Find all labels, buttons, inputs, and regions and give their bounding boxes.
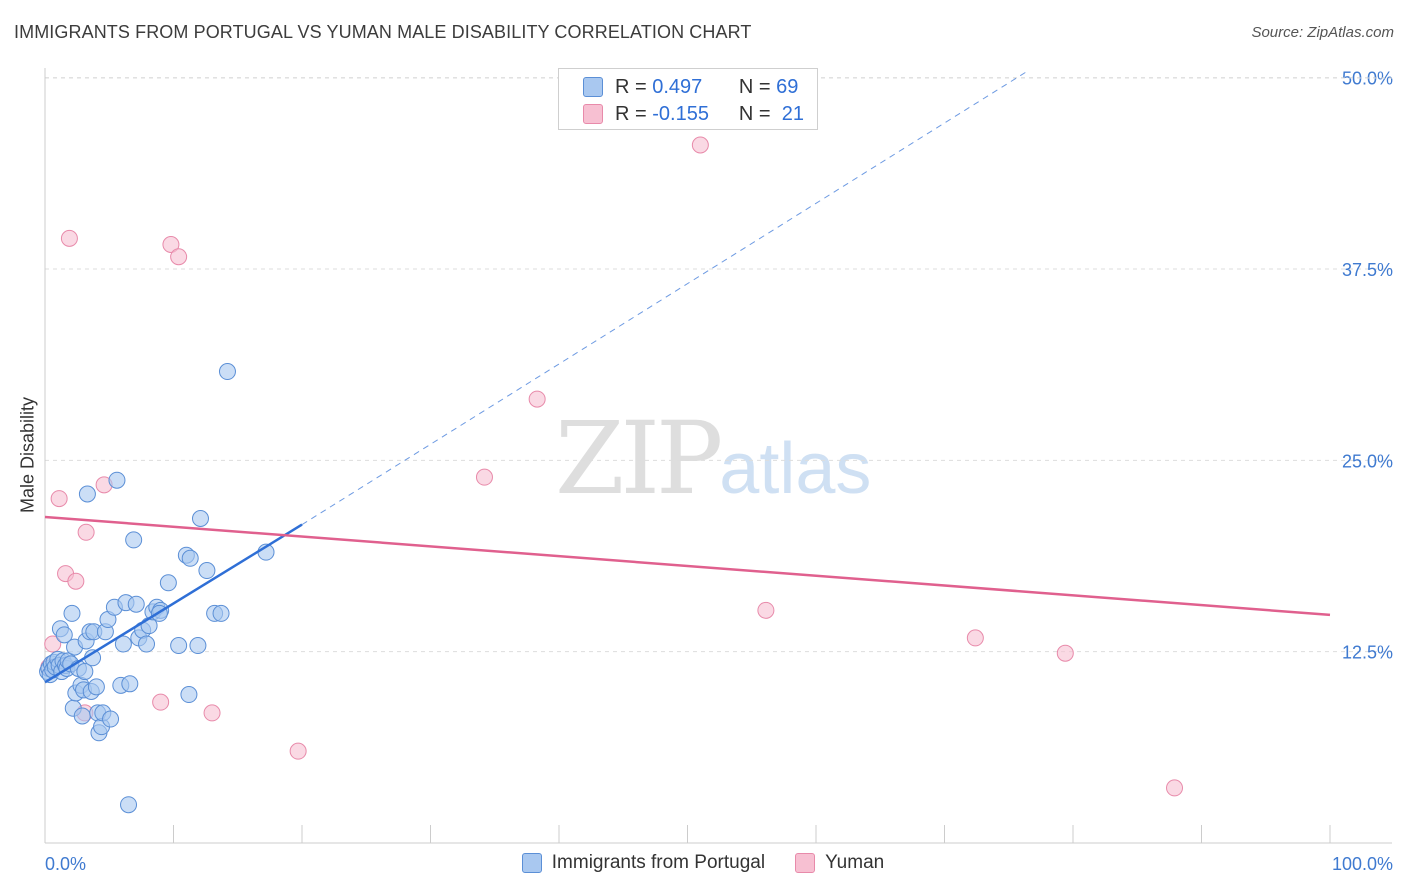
- yuman-point: [77, 523, 95, 541]
- n-value: 21: [781, 102, 804, 125]
- portugal-point: [125, 531, 143, 549]
- n-label: N =: [738, 102, 771, 125]
- watermark: ZIPatlas: [555, 400, 871, 517]
- r-value: -0.155: [652, 102, 709, 125]
- legend-label: Yuman: [825, 852, 885, 873]
- bottom-legend: Immigrants from Portugal Yuman: [0, 852, 1406, 874]
- portugal-point: [170, 637, 188, 655]
- watermark-zip: ZIP: [555, 400, 723, 517]
- portugal-point: [127, 595, 145, 613]
- yuman-point: [966, 629, 984, 647]
- r-value: 0.497: [652, 75, 703, 98]
- y-tick-label: 12.5%: [1342, 643, 1393, 663]
- portugal-point: [87, 678, 105, 696]
- portugal-swatch: [583, 77, 603, 97]
- stats-row-yuman: R = -0.155 N = 21: [583, 101, 804, 127]
- y-tick-label: 37.5%: [1342, 260, 1393, 280]
- yuman-point: [528, 390, 546, 408]
- x-tick-label: 100.0%: [1332, 854, 1393, 874]
- portugal-point: [121, 675, 139, 693]
- watermark-atlas: atlas: [719, 429, 872, 509]
- chart-title: IMMIGRANTS FROM PORTUGAL VS YUMAN MALE D…: [14, 22, 752, 42]
- portugal-point: [191, 509, 209, 527]
- portugal-point: [198, 562, 216, 580]
- portugal-point: [212, 604, 230, 622]
- portugal-point: [114, 635, 132, 653]
- stats-legend-box: R = 0.497 N = 69 R = -0.155 N = 21: [558, 68, 818, 130]
- portugal-trendline-extension: [301, 69, 1030, 526]
- portugal-point: [180, 686, 198, 704]
- portugal-point: [108, 471, 126, 489]
- yuman-point: [162, 235, 180, 253]
- n-value: 69: [776, 75, 799, 98]
- portugal-point: [63, 604, 81, 622]
- yuman-point: [1166, 779, 1184, 797]
- yuman-point: [757, 601, 775, 619]
- portugal-point: [102, 710, 120, 728]
- portugal-point: [218, 363, 236, 381]
- portugal-point: [55, 626, 73, 644]
- yuman-point: [1056, 644, 1074, 662]
- yuman-point: [203, 704, 221, 722]
- legend-item-yuman[interactable]: Yuman: [795, 852, 884, 874]
- y-axis-label: Male Disability: [17, 396, 38, 514]
- yuman-point: [289, 742, 307, 760]
- portugal-trendline: [44, 523, 303, 684]
- stats-row-portugal: R = 0.497 N = 69: [583, 74, 798, 100]
- legend-item-portugal[interactable]: Immigrants from Portugal: [521, 852, 766, 874]
- source-label: Source: ZipAtlas.com: [1251, 24, 1394, 41]
- n-label: N =: [738, 75, 771, 98]
- r-label: R =: [615, 102, 647, 125]
- yuman-point: [691, 136, 709, 154]
- y-tick-label: 50.0%: [1342, 69, 1393, 89]
- yuman-point: [170, 248, 188, 266]
- portugal-point: [78, 485, 96, 503]
- yuman-trendline: [44, 515, 1331, 617]
- yuman-legend-swatch: [795, 853, 816, 873]
- portugal-point: [120, 796, 138, 814]
- portugal-point: [138, 635, 156, 653]
- legend-label: Immigrants from Portugal: [551, 852, 766, 873]
- portugal-point: [189, 637, 207, 655]
- yuman-point: [50, 490, 68, 508]
- portugal-legend-swatch: [521, 853, 542, 873]
- x-tick-label: 0.0%: [45, 854, 86, 874]
- yuman-point: [152, 693, 170, 711]
- portugal-point: [159, 574, 177, 592]
- yuman-point: [67, 572, 85, 590]
- portugal-point: [76, 663, 94, 681]
- yuman-point: [60, 229, 78, 247]
- yuman-point: [44, 635, 62, 653]
- portugal-point: [181, 549, 199, 567]
- portugal-point: [73, 707, 91, 725]
- yuman-point: [475, 468, 493, 486]
- r-label: R =: [615, 75, 647, 98]
- yuman-swatch: [583, 104, 603, 124]
- y-tick-label: 25.0%: [1342, 451, 1393, 471]
